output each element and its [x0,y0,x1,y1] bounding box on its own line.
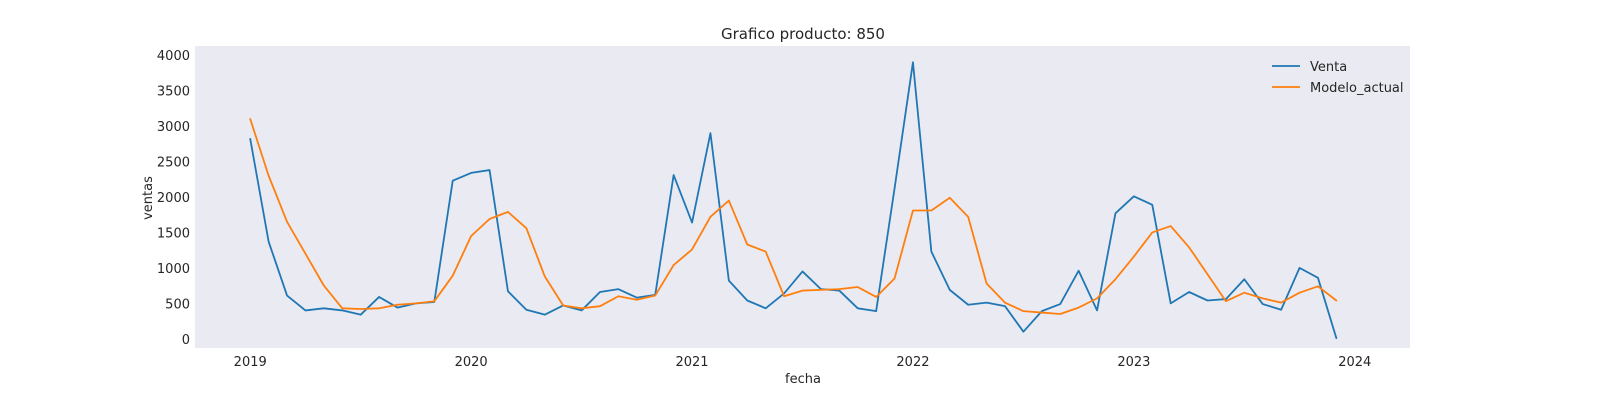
x-tick-label: 2020 [455,355,488,370]
x-tick-label: 2023 [1117,355,1150,370]
y-tick-label: 2500 [157,156,190,171]
y-tick-label: 3500 [157,85,190,100]
series-line-modelo-actual [249,118,1338,315]
legend-label: Venta [1310,60,1347,75]
legend-label: Modelo_actual [1310,81,1404,96]
y-tick-label: 0 [182,333,190,348]
y-tick-label: 4000 [157,49,190,64]
y-tick-label: 3000 [157,120,190,135]
y-axis-title: ventas [141,176,156,220]
series-lines [249,61,1338,339]
y-tick-label: 500 [165,297,190,312]
x-tick-label: 2021 [675,355,708,370]
x-tick-label: 2019 [234,355,267,370]
y-tick-label: 1000 [157,262,190,277]
x-tick-label: 2024 [1338,355,1371,370]
legend: Venta Modelo_actual [1272,60,1404,96]
x-tick-label: 2022 [896,355,929,370]
y-tick-label: 2000 [157,191,190,206]
x-axis: 2019 2020 2021 2022 2023 2024 [234,355,1372,370]
y-axis: 0 500 1000 1500 2000 2500 3000 3500 4000 [157,49,190,348]
x-axis-title: fecha [785,372,821,387]
y-tick-label: 1500 [157,226,190,241]
chart-title: Grafico producto: 850 [721,25,885,43]
plot-area [195,46,1410,348]
